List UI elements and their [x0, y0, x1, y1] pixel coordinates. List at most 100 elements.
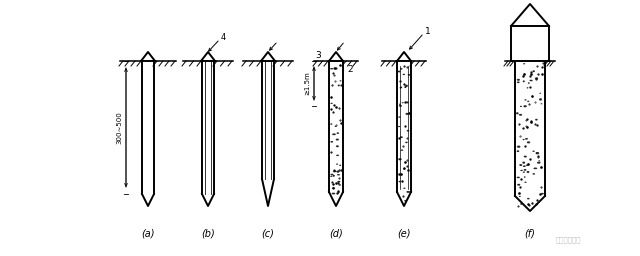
Polygon shape — [337, 174, 340, 175]
Text: 300∼500: 300∼500 — [116, 111, 122, 144]
Text: ≥1.5m: ≥1.5m — [304, 72, 310, 95]
Polygon shape — [398, 126, 401, 127]
Polygon shape — [520, 106, 522, 107]
Polygon shape — [527, 87, 529, 89]
Polygon shape — [404, 200, 407, 201]
Polygon shape — [400, 87, 403, 88]
Polygon shape — [405, 142, 408, 143]
Polygon shape — [535, 152, 540, 154]
Polygon shape — [332, 193, 335, 194]
Polygon shape — [399, 87, 402, 89]
Polygon shape — [523, 80, 525, 82]
Text: (f): (f) — [525, 229, 536, 239]
Polygon shape — [404, 86, 406, 88]
Polygon shape — [525, 138, 528, 140]
Polygon shape — [408, 74, 410, 76]
Polygon shape — [337, 181, 340, 183]
Polygon shape — [529, 80, 533, 81]
Polygon shape — [405, 85, 408, 87]
Polygon shape — [516, 146, 520, 148]
Polygon shape — [525, 165, 529, 166]
Text: 3: 3 — [315, 51, 321, 60]
Polygon shape — [523, 63, 525, 65]
Polygon shape — [403, 188, 406, 189]
Text: (b): (b) — [201, 229, 215, 239]
Polygon shape — [406, 101, 409, 103]
Text: (e): (e) — [397, 229, 411, 239]
Polygon shape — [336, 145, 339, 147]
Polygon shape — [518, 114, 522, 116]
Polygon shape — [519, 196, 521, 197]
Polygon shape — [523, 105, 527, 107]
Polygon shape — [516, 79, 520, 81]
Polygon shape — [516, 81, 520, 83]
Polygon shape — [524, 169, 527, 171]
Bar — [511, 26, 549, 61]
Polygon shape — [339, 184, 341, 186]
Polygon shape — [333, 170, 336, 172]
Text: 2: 2 — [347, 65, 353, 73]
Polygon shape — [398, 116, 401, 118]
Polygon shape — [519, 164, 522, 166]
Polygon shape — [516, 112, 519, 114]
Polygon shape — [538, 160, 540, 162]
Polygon shape — [516, 177, 520, 178]
Polygon shape — [330, 141, 333, 143]
Polygon shape — [535, 119, 538, 121]
Polygon shape — [336, 155, 339, 156]
Polygon shape — [527, 198, 530, 199]
Polygon shape — [332, 133, 336, 135]
Polygon shape — [527, 101, 529, 102]
Polygon shape — [336, 164, 339, 165]
Polygon shape — [339, 80, 342, 81]
Polygon shape — [523, 165, 526, 167]
Polygon shape — [403, 168, 406, 170]
Polygon shape — [524, 176, 525, 178]
Polygon shape — [332, 187, 335, 189]
Polygon shape — [403, 74, 405, 75]
Polygon shape — [517, 184, 520, 186]
Text: 4: 4 — [221, 33, 227, 41]
Polygon shape — [537, 162, 541, 164]
Polygon shape — [532, 70, 535, 72]
Polygon shape — [528, 82, 530, 84]
Polygon shape — [337, 84, 340, 86]
Polygon shape — [524, 99, 527, 101]
Polygon shape — [401, 150, 403, 151]
Polygon shape — [339, 165, 341, 166]
Text: 1: 1 — [425, 27, 431, 36]
Polygon shape — [516, 150, 520, 152]
Polygon shape — [522, 162, 525, 164]
Polygon shape — [401, 102, 404, 103]
Polygon shape — [330, 174, 333, 175]
Polygon shape — [523, 172, 525, 173]
Polygon shape — [406, 191, 410, 193]
Polygon shape — [404, 86, 407, 87]
Text: 筑龙路桥市政: 筑龙路桥市政 — [556, 237, 580, 243]
Polygon shape — [541, 193, 544, 195]
Polygon shape — [540, 103, 543, 104]
Polygon shape — [405, 113, 409, 115]
Text: (d): (d) — [329, 229, 343, 239]
Polygon shape — [532, 151, 535, 152]
Polygon shape — [398, 158, 402, 160]
Polygon shape — [520, 203, 523, 205]
Polygon shape — [535, 77, 538, 80]
Polygon shape — [330, 68, 333, 69]
Polygon shape — [522, 139, 525, 140]
Polygon shape — [397, 71, 401, 72]
Polygon shape — [520, 170, 523, 171]
Polygon shape — [539, 98, 542, 101]
Polygon shape — [400, 68, 403, 70]
Polygon shape — [533, 167, 538, 169]
Polygon shape — [524, 156, 527, 157]
Polygon shape — [527, 141, 531, 143]
Polygon shape — [330, 123, 332, 125]
Polygon shape — [330, 176, 333, 177]
Polygon shape — [337, 132, 339, 134]
Polygon shape — [399, 105, 403, 107]
Polygon shape — [406, 130, 410, 132]
Polygon shape — [335, 138, 339, 141]
Polygon shape — [333, 175, 335, 177]
Polygon shape — [335, 126, 337, 127]
